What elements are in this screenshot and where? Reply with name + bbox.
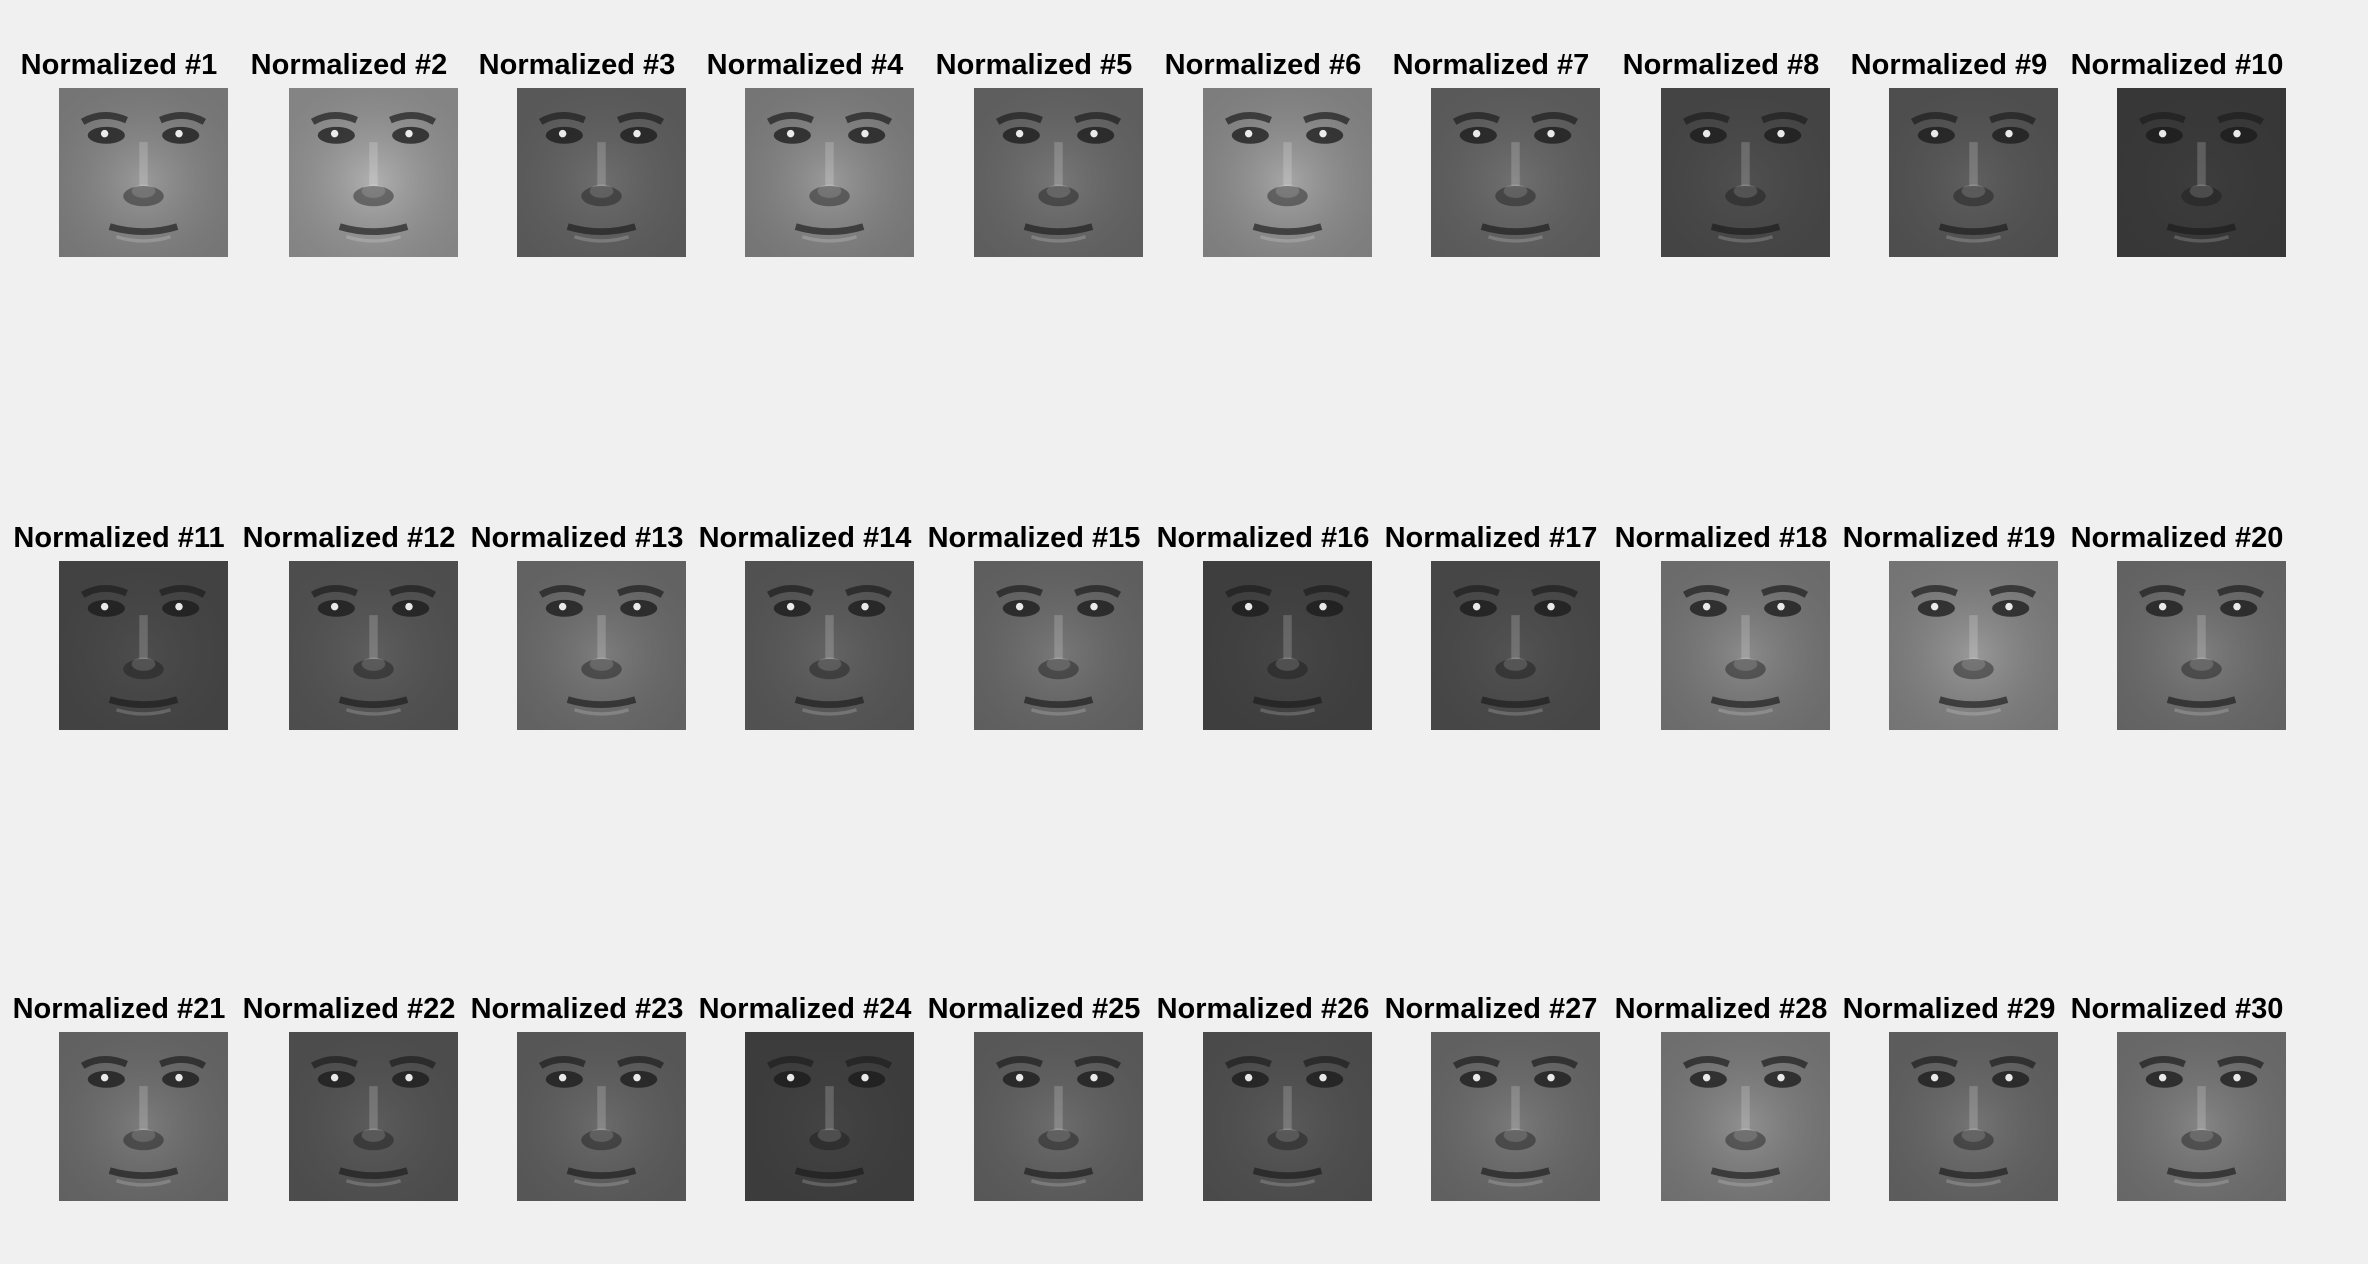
face-image [289,561,458,730]
face-title: Normalized #4 [706,49,904,81]
face-title: Normalized #29 [1842,993,2056,1025]
face-image [745,561,914,730]
face-image [289,1032,458,1201]
face-panel-16: Normalized #16 [1152,520,1374,730]
face-panel-11: Normalized #11 [8,520,230,730]
face-image [2117,88,2286,257]
face-title: Normalized #9 [1850,49,2048,81]
face-panel-14: Normalized #14 [694,520,916,730]
face-panel-19: Normalized #19 [1838,520,2060,730]
face-panel-26: Normalized #26 [1152,991,1374,1201]
face-title: Normalized #2 [250,49,448,81]
face-title: Normalized #28 [1614,993,1828,1025]
face-title: Normalized #15 [927,522,1141,554]
face-panel-28: Normalized #28 [1610,991,1832,1201]
face-image [1431,561,1600,730]
face-panel-8: Normalized #8 [1610,47,1832,257]
face-panel-4: Normalized #4 [694,47,916,257]
face-image [745,1032,914,1201]
face-panel-1: Normalized #1 [8,47,230,257]
face-panel-30: Normalized #30 [2066,991,2288,1201]
face-image [59,1032,228,1201]
face-title: Normalized #3 [478,49,676,81]
face-title: Normalized #13 [470,522,684,554]
face-panel-25: Normalized #25 [923,991,1145,1201]
face-image [59,561,228,730]
face-image [745,88,914,257]
face-panel-15: Normalized #15 [923,520,1145,730]
face-panel-10: Normalized #10 [2066,47,2288,257]
face-title: Normalized #26 [1156,993,1370,1025]
face-panel-20: Normalized #20 [2066,520,2288,730]
face-title: Normalized #19 [1842,522,2056,554]
face-title: Normalized #27 [1384,993,1598,1025]
face-title: Normalized #7 [1392,49,1590,81]
face-panel-13: Normalized #13 [466,520,688,730]
face-image [517,1032,686,1201]
face-image [289,88,458,257]
face-panel-7: Normalized #7 [1380,47,1602,257]
face-image [1661,1032,1830,1201]
face-image [1889,1032,2058,1201]
face-panel-24: Normalized #24 [694,991,916,1201]
face-image [2117,1032,2286,1201]
face-image [1661,88,1830,257]
face-title: Normalized #30 [2070,993,2284,1025]
face-panel-27: Normalized #27 [1380,991,1602,1201]
face-title: Normalized #24 [698,993,912,1025]
face-image [59,88,228,257]
face-panel-12: Normalized #12 [238,520,460,730]
face-title: Normalized #16 [1156,522,1370,554]
face-title: Normalized #22 [242,993,456,1025]
face-title: Normalized #21 [12,993,226,1025]
face-image [974,1032,1143,1201]
face-panel-3: Normalized #3 [466,47,688,257]
face-title: Normalized #18 [1614,522,1828,554]
face-image [1431,1032,1600,1201]
face-panel-29: Normalized #29 [1838,991,2060,1201]
face-panel-2: Normalized #2 [238,47,460,257]
face-title: Normalized #10 [2070,49,2284,81]
face-image [1431,88,1600,257]
face-image [974,88,1143,257]
face-image [517,88,686,257]
face-title: Normalized #14 [698,522,912,554]
face-title: Normalized #23 [470,993,684,1025]
face-image [1889,561,2058,730]
face-image [2117,561,2286,730]
face-panel-21: Normalized #21 [8,991,230,1201]
face-title: Normalized #12 [242,522,456,554]
face-image [1203,1032,1372,1201]
face-image [974,561,1143,730]
face-panel-6: Normalized #6 [1152,47,1374,257]
face-title: Normalized #5 [935,49,1133,81]
face-image [517,561,686,730]
face-panel-5: Normalized #5 [923,47,1145,257]
face-panel-23: Normalized #23 [466,991,688,1201]
face-title: Normalized #8 [1622,49,1820,81]
face-title: Normalized #11 [13,522,225,554]
face-panel-9: Normalized #9 [1838,47,2060,257]
face-title: Normalized #1 [20,49,218,81]
face-panel-18: Normalized #18 [1610,520,1832,730]
face-panel-22: Normalized #22 [238,991,460,1201]
face-title: Normalized #20 [2070,522,2284,554]
face-image [1203,88,1372,257]
face-title: Normalized #25 [927,993,1141,1025]
face-panel-17: Normalized #17 [1380,520,1602,730]
face-image [1889,88,2058,257]
face-image [1203,561,1372,730]
face-title: Normalized #17 [1384,522,1598,554]
face-title: Normalized #6 [1164,49,1362,81]
face-image [1661,561,1830,730]
